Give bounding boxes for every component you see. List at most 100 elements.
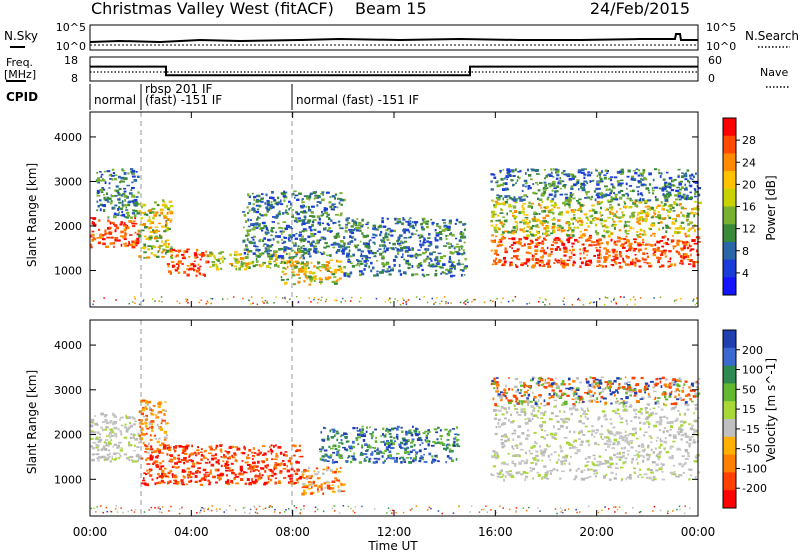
scatter-cell xyxy=(169,211,174,215)
scatter-cell xyxy=(540,426,543,429)
scatter-cell xyxy=(421,228,425,231)
scatter-cell xyxy=(596,249,599,252)
scatter-cell xyxy=(419,443,422,446)
scatter-cell xyxy=(133,220,136,222)
scatter-cell xyxy=(389,247,393,250)
scatter-cell xyxy=(517,175,519,179)
scatter-cell xyxy=(333,470,337,474)
scatter-cell xyxy=(324,211,328,215)
scatter-cell xyxy=(383,434,387,438)
scatter-cell xyxy=(109,231,113,234)
scatter-cell xyxy=(441,271,444,274)
scatter-cell xyxy=(307,208,312,212)
scatter-cell xyxy=(655,198,659,202)
scatter-cell xyxy=(132,202,136,205)
scatter-cell xyxy=(406,446,410,450)
scatter-cell xyxy=(510,232,515,235)
scatter-cell xyxy=(369,426,371,429)
scatter-cell xyxy=(617,203,620,206)
scatter-cell xyxy=(209,469,212,473)
scatter-cell xyxy=(357,222,362,225)
power-ylabel: Slant Range [km] xyxy=(25,163,39,267)
scatter-cell xyxy=(638,248,642,252)
scatter-cell xyxy=(610,224,615,227)
scatter-cell xyxy=(634,258,637,261)
scatter-cell xyxy=(612,442,616,446)
scatter-cell xyxy=(156,230,161,232)
scatter-cell xyxy=(285,273,287,275)
scatter-cell xyxy=(400,248,404,252)
scatter-cell xyxy=(568,173,570,175)
scatter-cell xyxy=(640,243,644,246)
scatter-cell xyxy=(437,252,442,255)
scatter-cell xyxy=(148,442,150,445)
scatter-cell xyxy=(293,283,297,286)
scatter-cell xyxy=(675,189,680,192)
scatter-cell xyxy=(161,301,163,303)
scatter-cell xyxy=(306,470,310,473)
scatter-cell xyxy=(589,215,592,218)
scatter-cell xyxy=(302,228,307,231)
scatter-cell xyxy=(663,194,668,198)
scatter-cell xyxy=(555,177,559,180)
scatter-cell xyxy=(141,211,146,214)
scatter-cell xyxy=(283,250,285,254)
scatter-cell xyxy=(683,432,688,436)
scatter-cell xyxy=(632,211,636,214)
scatter-cell xyxy=(527,205,532,208)
scatter-cell xyxy=(669,471,674,474)
scatter-cell xyxy=(403,299,405,301)
scatter-cell xyxy=(164,467,167,470)
scatter-cell xyxy=(210,302,212,305)
scatter-cell xyxy=(129,444,133,447)
scatter-cell xyxy=(250,261,254,265)
scatter-cell xyxy=(362,242,366,245)
scatter-cell xyxy=(258,223,261,227)
scatter-cell xyxy=(155,464,159,467)
scatter-cell xyxy=(504,250,508,254)
scatter-cell xyxy=(600,256,602,260)
scatter-cell xyxy=(326,480,329,483)
scatter-cell xyxy=(346,246,351,248)
scatter-cell xyxy=(684,183,687,186)
scatter-cell xyxy=(500,469,503,472)
scatter-cell xyxy=(141,482,144,485)
scatter-cell xyxy=(560,449,564,453)
scatter-cell xyxy=(655,206,658,210)
scatter-cell xyxy=(215,268,220,271)
scatter-cell xyxy=(587,239,591,242)
scatter-cell xyxy=(155,416,160,419)
scatter-cell xyxy=(381,217,384,220)
scatter-cell xyxy=(463,228,466,232)
scatter-cell xyxy=(266,231,270,234)
scatter-cell xyxy=(113,458,117,461)
scatter-cell xyxy=(535,242,539,246)
scatter-cell xyxy=(256,208,260,211)
scatter-cell xyxy=(625,250,629,252)
scatter-cell xyxy=(671,221,675,225)
scatter-cell xyxy=(357,262,360,265)
scatter-cell xyxy=(555,190,559,193)
scatter-cell xyxy=(561,262,565,264)
scatter-cell xyxy=(696,212,698,215)
scatter-cell xyxy=(155,414,158,416)
scatter-cell xyxy=(509,210,512,213)
scatter-cell xyxy=(553,187,557,190)
scatter-cell xyxy=(160,476,164,480)
scatter-cell xyxy=(422,221,427,224)
scatter-cell xyxy=(659,419,663,423)
scatter-cell xyxy=(413,233,417,235)
scatter-cell xyxy=(332,206,337,208)
scatter-cell xyxy=(271,196,275,200)
scatter-cell xyxy=(593,255,596,257)
scatter-cell xyxy=(569,236,572,239)
scatter-cell xyxy=(356,427,359,430)
scatter-cell xyxy=(116,239,121,242)
scatter-cell xyxy=(613,297,615,300)
scatter-cell xyxy=(295,242,297,246)
scatter-cell xyxy=(554,168,558,171)
scatter-cell xyxy=(503,260,507,264)
scatter-cell xyxy=(127,456,131,459)
scatter-cell xyxy=(525,251,530,254)
scatter-cell xyxy=(138,303,141,306)
